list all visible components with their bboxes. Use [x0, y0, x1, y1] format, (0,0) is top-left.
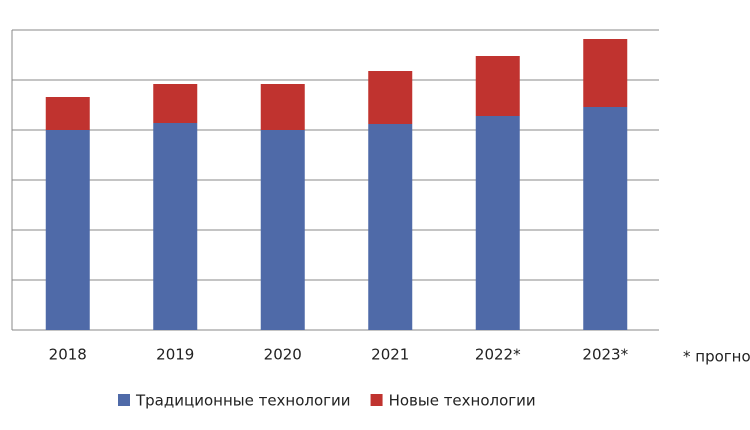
bar-segment	[475, 116, 520, 330]
bar-segment	[368, 71, 413, 124]
legend-label: Новые технологии	[389, 392, 536, 410]
bar-segment	[45, 130, 90, 330]
x-tick-label: 2019	[156, 346, 194, 364]
legend-swatch	[370, 394, 383, 406]
bar-segment	[45, 97, 90, 130]
bar-segment	[153, 84, 198, 123]
bar-segment	[475, 56, 520, 116]
legend-swatch	[118, 394, 130, 406]
x-tick-label: 2021	[371, 346, 409, 364]
bar-segment	[368, 124, 413, 330]
bar-segment	[583, 107, 628, 330]
bar-segment	[260, 130, 305, 330]
legend-label: Традиционные технологии	[135, 392, 351, 410]
bar-segment	[583, 39, 628, 107]
x-tick-label: 2018	[49, 346, 87, 364]
x-tick-label: 2022*	[475, 346, 521, 364]
bar-segment	[260, 84, 305, 130]
bar-segment	[153, 123, 198, 330]
x-tick-label: 2020	[264, 346, 302, 364]
x-tick-label: 2023*	[582, 346, 628, 364]
note: * прогноз	[683, 348, 750, 366]
